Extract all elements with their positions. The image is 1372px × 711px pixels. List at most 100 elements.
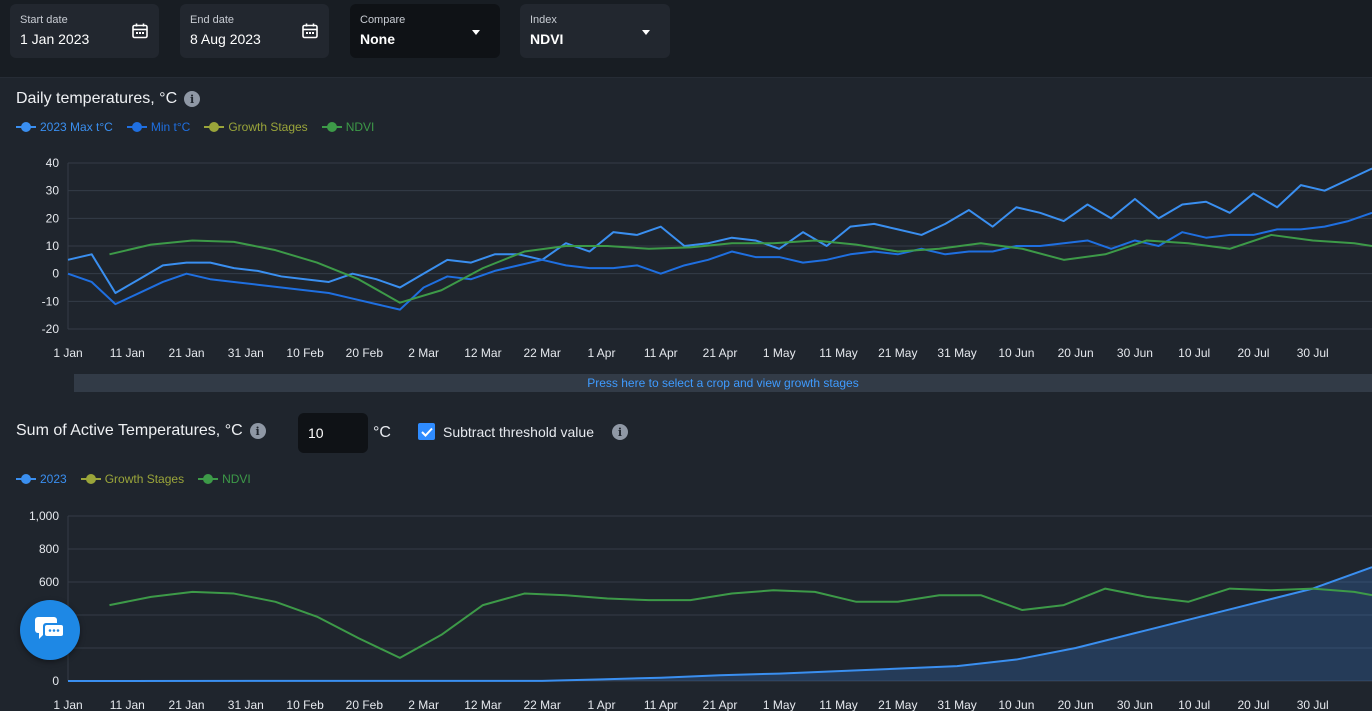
x-tick-label: 11 Apr [644,346,678,360]
x-tick-label: 10 Feb [286,346,324,360]
x-tick-label: 22 Mar [524,346,561,360]
y-tick-label: 800 [39,542,59,556]
x-tick-label: 11 Jan [110,346,145,360]
end-date-picker[interactable]: End date 8 Aug 2023 [180,4,329,58]
x-tick-label: 10 Jul [1178,346,1210,360]
x-tick-label: 31 Jan [228,698,264,711]
legend-item-2023[interactable]: 2023 [16,472,67,486]
compare-value: None [360,31,395,47]
y-tick-label: 40 [46,156,60,170]
y-tick-label: 10 [46,239,60,253]
x-tick-label: 20 Jun [1058,698,1094,711]
y-tick-label: 1,000 [29,509,59,523]
series-line-min-t-c [67,211,1372,311]
start-date-picker[interactable]: Start date 1 Jan 2023 [10,4,159,58]
series-line-2023 [67,566,1372,682]
x-tick-label: 30 Jul [1297,698,1329,711]
chat-button[interactable] [20,600,80,660]
legend-label: Min t°C [150,120,191,134]
x-tick-label: 1 May [763,698,796,711]
calendar-icon[interactable] [131,22,149,40]
x-tick-label: 1 Apr [587,698,615,711]
sat-legend: 2023 Growth Stages NDVI [16,472,251,486]
x-tick-label: 20 Jul [1237,698,1269,711]
chevron-down-icon[interactable] [472,30,480,35]
legend-label: 2023 [40,472,67,486]
compare-select[interactable]: Compare None [350,4,500,58]
sat-title: Sum of Active Temperatures, °C i [16,422,266,440]
daily-temperature-chart: 40 30 20 10 0 -10 -20 1 Jan 11 Jan 21 Jan 31 Jan 10… [42,156,1372,360]
legend-item-ndvi[interactable]: NDVI [321,120,375,134]
legend-item-max[interactable]: 2023 Max t°C [16,120,113,134]
legend-label: NDVI [222,472,251,486]
x-tick-label: 30 Jul [1297,346,1329,360]
y-tick-label: -10 [42,294,60,308]
threshold-unit: °C [373,424,391,441]
x-tick-label: 20 Jul [1237,346,1269,360]
x-tick-label: 1 Apr [587,346,615,360]
chevron-down-icon[interactable] [642,30,650,35]
checkmark-icon [420,427,433,437]
x-tick-label: 21 Apr [703,698,738,711]
legend-label: Growth Stages [104,472,185,486]
x-tick-label: 21 Apr [703,346,738,360]
info-icon[interactable]: i [612,424,628,440]
daily-legend: 2023 Max t°C Min t°C Growth Stages NDVI [16,120,374,134]
y-tick-label: 20 [46,211,60,225]
x-tick-label: 12 Mar [464,346,501,360]
x-tick-label: 21 May [878,698,917,711]
x-tick-label: 11 Jan [110,698,145,711]
end-date-value: 8 Aug 2023 [190,31,261,47]
select-crop-bar[interactable]: Press here to select a crop and view gro… [74,374,1372,392]
x-tick-label: 30 Jun [1117,346,1153,360]
series-line-ndvi [109,587,1372,659]
x-tick-label: 21 Jan [169,698,205,711]
x-tick-label: 10 Jun [998,698,1034,711]
x-tick-label: 2 Mar [408,698,439,711]
x-tick-label: 2 Mar [408,346,439,360]
calendar-icon[interactable] [301,22,319,40]
filter-bar: Start date 1 Jan 2023 End date 8 Aug 202… [0,0,1372,78]
start-date-value: 1 Jan 2023 [20,31,90,47]
series-line-ndvi [109,233,1372,304]
end-date-label: End date [190,14,235,26]
threshold-input[interactable] [298,413,368,453]
index-select[interactable]: Index NDVI [520,4,670,58]
x-tick-label: 1 Jan [53,346,82,360]
info-icon[interactable]: i [249,423,266,439]
series-line-2023-max-t-c [67,167,1372,295]
x-tick-label: 1 May [763,346,796,360]
y-tick-label: 0 [52,267,59,281]
x-tick-label: 20 Jun [1058,346,1094,360]
index-value: NDVI [530,31,564,47]
x-tick-label: 30 Jun [1117,698,1153,711]
index-label: Index [530,14,557,26]
legend-label: Growth Stages [228,120,308,134]
daily-title-text: Daily temperatures, °C [16,90,178,107]
x-tick-label: 21 Jan [169,346,205,360]
chat-icon [35,617,65,639]
legend-label: NDVI [345,120,375,134]
x-tick-label: 31 May [937,346,976,360]
y-tick-label: 30 [46,184,60,198]
x-tick-label: 22 Mar [524,698,561,711]
x-tick-label: 20 Feb [346,698,384,711]
x-tick-label: 10 Jun [998,346,1034,360]
legend-item-growth-stages[interactable]: Growth Stages [204,120,308,134]
x-tick-label: 31 May [937,698,976,711]
compare-label: Compare [360,14,406,26]
x-tick-label: 20 Feb [346,346,384,360]
legend-item-growth-stages[interactable]: Growth Stages [80,472,185,486]
sat-title-text: Sum of Active Temperatures, °C [16,422,243,439]
subtract-threshold-checkbox[interactable] [418,423,435,440]
subtract-threshold-label[interactable]: Subtract threshold value [443,424,594,440]
x-tick-label: 1 Jan [53,698,82,711]
legend-item-ndvi[interactable]: NDVI [198,472,251,486]
y-tick-label: -20 [42,322,60,336]
info-icon[interactable]: i [184,91,201,107]
x-tick-label: 10 Feb [286,698,324,711]
legend-item-min[interactable]: Min t°C [126,120,191,134]
x-tick-label: 21 May [878,346,917,360]
x-tick-label: 31 Jan [228,346,264,360]
